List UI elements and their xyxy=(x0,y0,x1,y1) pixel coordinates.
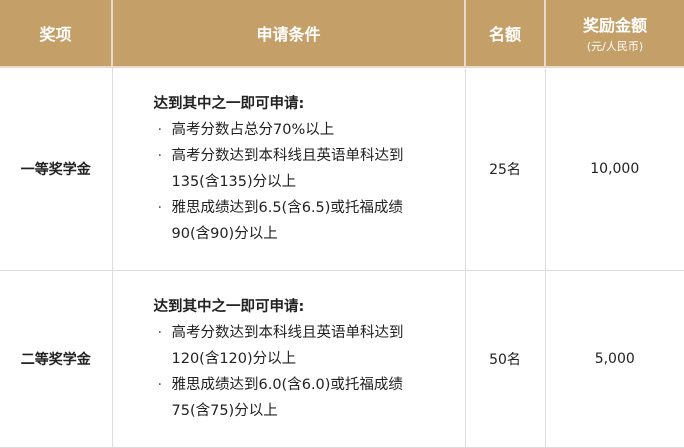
condition-item: 雅思成绩达到6.5(含6.5)或托福成绩90(含90)分以上 xyxy=(154,195,417,247)
condition-item: 高考分数占总分70%以上 xyxy=(154,117,432,143)
condition-item: 高考分数达到本科线且英语单科达到135(含135)分以上 xyxy=(154,143,432,195)
table-row: 二等奖学金 达到其中之一即可申请: 高考分数达到本科线且英语单科达到120(含1… xyxy=(0,269,684,448)
header-amount-label: 奖励金额 xyxy=(582,16,647,35)
award-name: 二等奖学金 xyxy=(0,269,113,448)
amount: 5,000 xyxy=(544,269,684,448)
conditions: 达到其中之一即可申请: 高考分数占总分70%以上 高考分数达到本科线且英语单科达… xyxy=(111,66,466,271)
conditions-intro: 达到其中之一即可申请: xyxy=(153,95,305,112)
amount: 10,000 xyxy=(544,66,684,271)
quota: 50名 xyxy=(464,269,546,448)
conditions: 达到其中之一即可申请: 高考分数达到本科线且英语单科达到120(含120)分以上… xyxy=(111,269,466,448)
quota: 25名 xyxy=(464,66,546,271)
header-conditions: 申请条件 xyxy=(111,0,466,68)
award-name: 一等奖学金 xyxy=(0,66,113,271)
header-quota: 名额 xyxy=(464,0,546,68)
condition-item: 高考分数达到本科线且英语单科达到120(含120)分以上 xyxy=(154,320,432,372)
condition-item: 雅思成绩达到6.0(含6.0)或托福成绩75(含75)分以上 xyxy=(154,372,417,424)
header-award: 奖项 xyxy=(0,0,113,68)
header-amount-unit: (元/人民币) xyxy=(586,40,644,53)
conditions-intro: 达到其中之一即可申请: xyxy=(153,298,305,315)
table-header: 奖项 申请条件 名额 奖励金额 (元/人民币) xyxy=(0,0,684,68)
header-amount: 奖励金额 (元/人民币) xyxy=(544,0,684,68)
table-row: 一等奖学金 达到其中之一即可申请: 高考分数占总分70%以上 高考分数达到本科线… xyxy=(0,66,684,271)
